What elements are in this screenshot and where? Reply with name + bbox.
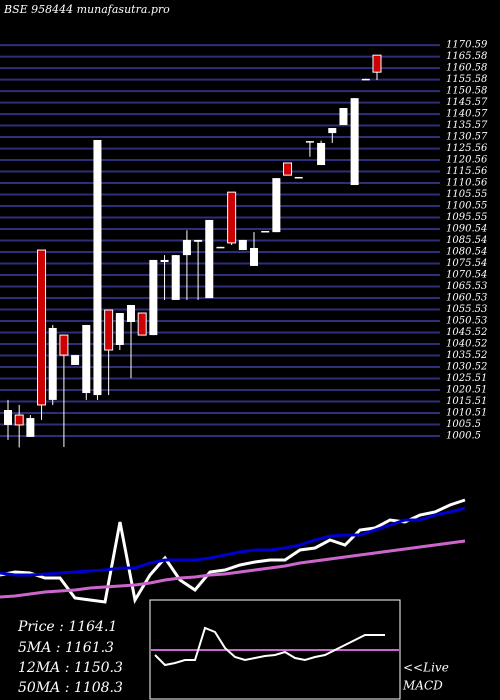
y-tick-label: 1030.52 xyxy=(446,361,487,372)
y-tick-label: 1000.5 xyxy=(446,430,481,441)
candle-body xyxy=(82,324,91,394)
macd-label: MACD xyxy=(402,679,443,693)
candle-body xyxy=(26,418,35,437)
y-tick-label: 1085.54 xyxy=(446,235,487,246)
y-tick-label: 1065.53 xyxy=(446,281,487,292)
candle-body xyxy=(93,139,102,396)
candle-body xyxy=(339,108,348,126)
y-tick-label: 1110.56 xyxy=(446,178,488,189)
y-tick-label: 1155.58 xyxy=(446,74,487,85)
y-tick-label: 1105.55 xyxy=(446,189,487,200)
candle-body xyxy=(294,176,303,179)
candle-body xyxy=(59,334,69,356)
y-tick-label: 1145.57 xyxy=(446,97,488,108)
y-tick-label: 1055.53 xyxy=(446,304,487,315)
candle-body xyxy=(216,246,225,249)
y-tick-label: 1130.57 xyxy=(446,132,488,143)
candle-body xyxy=(305,141,314,143)
candle-body xyxy=(205,219,214,299)
y-tick-label: 1070.54 xyxy=(446,270,487,281)
y-tick-label: 1160.58 xyxy=(446,63,487,74)
line-series xyxy=(0,498,466,605)
y-tick-label: 1090.54 xyxy=(446,224,487,235)
candle-body xyxy=(238,239,247,251)
y-tick-label: 1050.53 xyxy=(446,316,487,327)
y-tick-label: 1140.57 xyxy=(446,109,488,120)
candle-body xyxy=(361,78,370,81)
y-tick-label: 1060.53 xyxy=(446,293,487,304)
candle-body xyxy=(194,239,203,242)
candle-body xyxy=(350,98,359,186)
candle-body xyxy=(328,128,337,134)
stat: Price : 1164.1 xyxy=(17,619,117,635)
y-tick-label: 1125.56 xyxy=(446,143,488,154)
candle-body xyxy=(37,249,47,406)
y-tick-label: 1165.58 xyxy=(446,51,487,62)
candle-body xyxy=(182,239,191,256)
y-tick-label: 1040.52 xyxy=(446,339,487,350)
y-tick-label: 1170.59 xyxy=(446,40,488,51)
macd-line xyxy=(154,626,385,667)
candle-body xyxy=(48,327,57,400)
candle-body xyxy=(115,313,124,345)
candle-body xyxy=(261,230,270,233)
y-tick-label: 1080.54 xyxy=(446,247,487,258)
candle-body xyxy=(317,142,326,166)
candle-body xyxy=(104,309,114,351)
candle-body xyxy=(127,304,135,322)
y-tick-label: 1015.51 xyxy=(446,396,487,407)
y-tick-label: 1150.58 xyxy=(446,86,487,97)
candle-body xyxy=(71,355,80,365)
stat: 12MA : 1150.3 xyxy=(18,660,123,676)
line-series xyxy=(0,506,466,577)
y-tick-label: 1135.57 xyxy=(446,120,488,131)
y-tick-label: 1120.56 xyxy=(446,155,488,166)
candle-body xyxy=(137,312,147,336)
candle-body xyxy=(171,255,180,300)
y-tick-label: 1005.5 xyxy=(446,419,481,430)
y-tick-label: 1020.51 xyxy=(446,384,487,395)
chart-title: BSE 958444 munafasutra.pro xyxy=(3,3,170,16)
y-tick-label: 1035.52 xyxy=(446,350,487,361)
line-series xyxy=(0,539,466,599)
stat: 50MA : 1108.3 xyxy=(18,680,123,696)
candle-body xyxy=(149,259,158,336)
y-tick-label: 1075.54 xyxy=(446,258,487,269)
candle-body xyxy=(372,54,382,73)
candle-body xyxy=(14,414,24,426)
candle-body xyxy=(160,259,169,263)
candle-body xyxy=(4,410,12,425)
candle-body xyxy=(272,178,281,233)
y-tick-label: 1095.55 xyxy=(446,212,487,223)
candle-body xyxy=(283,162,293,176)
y-tick-label: 1010.51 xyxy=(446,407,487,418)
macd-box xyxy=(149,599,401,700)
candle-body xyxy=(250,247,258,266)
stat: 5MA : 1161.3 xyxy=(18,640,114,656)
candle-body xyxy=(227,191,237,244)
y-tick-label: 1115.56 xyxy=(446,166,488,177)
y-tick-label: 1100.55 xyxy=(446,201,487,212)
live-label: <<Live xyxy=(403,661,449,675)
y-tick-label: 1025.51 xyxy=(446,373,487,384)
y-tick-label: 1045.52 xyxy=(446,327,487,338)
